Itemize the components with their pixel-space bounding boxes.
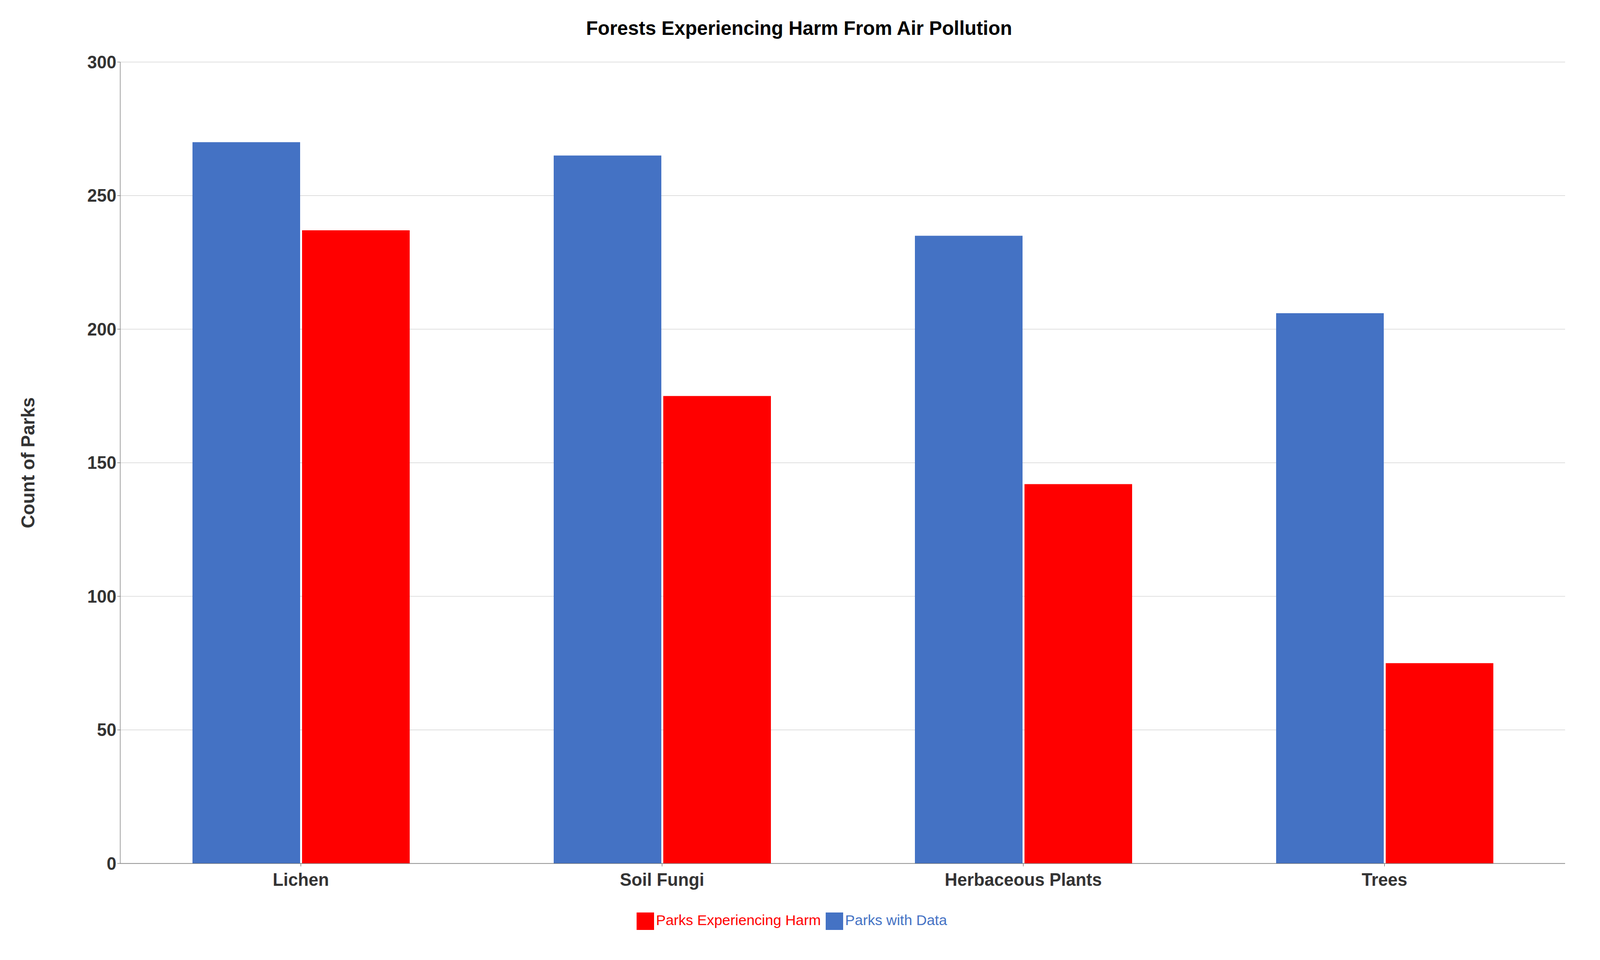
- svg-text:150: 150: [87, 452, 117, 473]
- html-text:Forests Experiencing Harm From: Forests Experiencing Harm From Air Pollu…: [586, 17, 1013, 39]
- svg-text:Herbaceous Plants: Herbaceous Plants: [944, 869, 1102, 890]
- svg-text:Lichen: Lichen: [272, 869, 329, 890]
- svg-text:Trees: Trees: [1361, 869, 1408, 890]
- svg-text:250: 250: [87, 185, 117, 206]
- svg-text:Count of Parks: Count of Parks: [17, 397, 39, 528]
- svg-text:200: 200: [87, 319, 117, 340]
- html-text:Parks Experiencing Harm: Parks Experiencing Harm: [655, 911, 821, 928]
- svg-text:Soil Fungi: Soil Fungi: [620, 869, 705, 890]
- svg-text:0: 0: [106, 853, 117, 874]
- svg-text:300: 300: [87, 52, 117, 73]
- html-text:Parks with Data: Parks with Data: [845, 911, 947, 928]
- svg-text:100: 100: [87, 586, 117, 607]
- svg-text:50: 50: [96, 720, 117, 740]
